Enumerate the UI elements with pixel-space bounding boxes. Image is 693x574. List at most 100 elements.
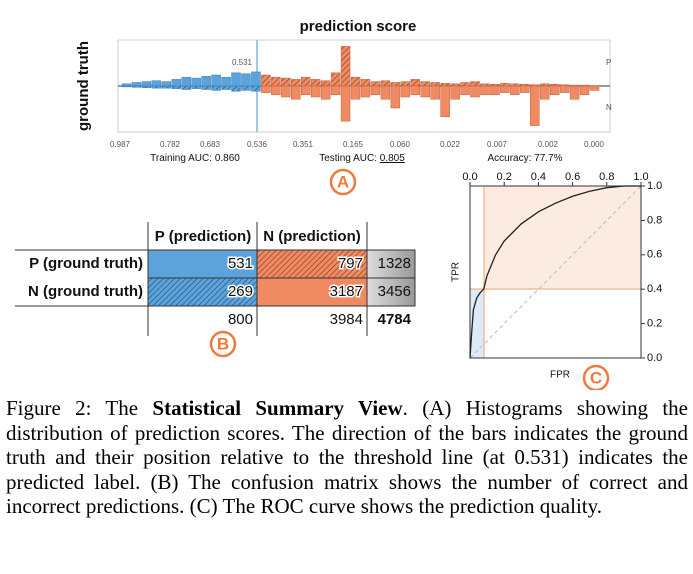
marker-circle <box>582 364 610 390</box>
cell <box>366 277 416 307</box>
hist-bar-positive <box>181 76 191 87</box>
hist-bar-positive <box>420 81 430 87</box>
hist-bar-positive <box>221 76 231 87</box>
hist-bar-negative <box>271 85 281 96</box>
panel-c: TPR FPR C 0.0 0.2 0.4 0.6 0.8 1.0 0.0 0.2 0.4 0.6… <box>451 171 662 390</box>
hist-bar-positive <box>131 82 142 87</box>
y-tick-label: 1.0 <box>647 180 662 192</box>
col-header: N (prediction) <box>263 228 361 245</box>
hist-bar-negative <box>171 85 182 89</box>
hist-bar-negative <box>151 85 162 89</box>
bottom-label: N <box>606 103 612 112</box>
x-tick-label: 0.0 <box>462 171 477 183</box>
hist-bar-positive <box>241 73 251 87</box>
hist-bar-positive <box>231 72 241 87</box>
x-tick-label: 0.4 <box>531 171 546 183</box>
hist-bar-negative <box>460 85 470 96</box>
hist-tick-label: 0.536 <box>247 140 268 149</box>
y-tick-label: 0.8 <box>647 214 662 226</box>
value: 0.860 <box>215 153 240 164</box>
value: 77.7% <box>534 153 562 164</box>
label: Accuracy: <box>487 153 531 164</box>
hist-bar-negative <box>141 85 152 89</box>
hist-tick-label: 0.060 <box>390 140 411 149</box>
hist-bar-negative <box>241 85 251 91</box>
hist-bar-positive <box>261 74 271 87</box>
hist-bar-negative <box>161 85 172 89</box>
x-tick-label: 0.8 <box>599 171 614 183</box>
hist-tick-label: 0.987 <box>110 140 131 149</box>
hist-bar-negative <box>340 85 351 122</box>
hist-bar-negative <box>291 85 301 100</box>
hist-tick-label: 0.000 <box>584 140 605 149</box>
col-header: P (prediction) <box>155 228 251 245</box>
hist-bar-positive <box>490 83 500 87</box>
tp-region <box>484 186 641 289</box>
hist-bar-positive <box>320 80 331 87</box>
threshold-label: 0.531 <box>232 58 253 67</box>
cell <box>366 249 416 279</box>
hist-bar-positive <box>390 82 401 87</box>
hist-bar-negative <box>261 85 271 93</box>
marker: B <box>217 334 229 353</box>
hist-bar-negative <box>490 85 500 96</box>
hist-bar-negative <box>510 85 520 96</box>
hist-bar-negative <box>430 85 440 100</box>
diagonal <box>469 185 642 359</box>
cell <box>256 277 368 307</box>
y-tick-label: 0.0 <box>647 352 662 364</box>
cell-value: 531 <box>228 255 253 272</box>
hist-bar-positive <box>191 77 201 87</box>
hist-bar-negative <box>221 85 231 90</box>
hist-bar-negative <box>400 85 411 98</box>
panel-a: prediction score ground truth 0.531 P N … <box>75 18 612 196</box>
hist-bar-negative <box>281 85 291 98</box>
caption-bold: Statistical Summary View <box>152 396 403 420</box>
cell-value: 1328 <box>378 255 411 272</box>
hist-bar-positive <box>460 82 470 87</box>
hist-tick-label: 0.782 <box>160 140 181 149</box>
training-auc: Training AUC: 0.860 <box>150 153 240 164</box>
hist-bar-positive <box>171 79 182 87</box>
hist-bar-negative <box>520 85 530 93</box>
hist-bar-positive <box>201 76 211 87</box>
hist-bar-negative <box>201 85 211 90</box>
roc-curve <box>469 185 641 359</box>
hist-bar-negative <box>251 85 261 92</box>
roc-frame <box>469 185 642 359</box>
hist-bar-positive <box>450 83 460 87</box>
hist-bar-positive <box>510 83 520 87</box>
hist-bar-negative <box>470 85 480 98</box>
x-tick-label: 1.0 <box>633 171 648 183</box>
marker: A <box>337 172 349 191</box>
label: Testing AUC: <box>319 153 377 164</box>
hist-bar-positive <box>271 76 281 87</box>
fp-region <box>470 289 484 358</box>
cell <box>147 277 258 307</box>
hist-bar-negative <box>450 85 460 100</box>
hist-bar-negative <box>530 85 540 126</box>
hist-tick-label: 0.165 <box>343 140 364 149</box>
hist-bar-positive <box>281 77 291 87</box>
hist-bar-positive <box>350 76 361 87</box>
col-total: 3984 <box>330 311 363 328</box>
hist-bar-negative <box>320 85 331 100</box>
hist-bar-positive <box>540 83 550 87</box>
testing-auc: Testing AUC: 0.805 <box>319 153 405 164</box>
hist-bar-negative <box>301 85 311 96</box>
hist-bar-positive <box>520 83 530 87</box>
hist-bar-positive <box>370 81 381 87</box>
panel-b: P (prediction) N (prediction) B P (groun… <box>15 222 416 358</box>
hist-bar-positive <box>121 83 132 87</box>
cell <box>256 249 368 279</box>
hist-bar-negative <box>370 85 381 96</box>
hist-bar-positive <box>440 83 450 87</box>
hist-bar-negative <box>211 85 221 91</box>
marker-circle <box>329 168 357 196</box>
hist-bar-negative <box>589 85 600 91</box>
col-total: 800 <box>228 311 253 328</box>
hist-tick-label: 0.007 <box>487 140 508 149</box>
y-tick-label: 0.6 <box>647 249 662 261</box>
hist-bar-negative <box>540 85 550 100</box>
hist-bar-positive <box>251 71 261 87</box>
